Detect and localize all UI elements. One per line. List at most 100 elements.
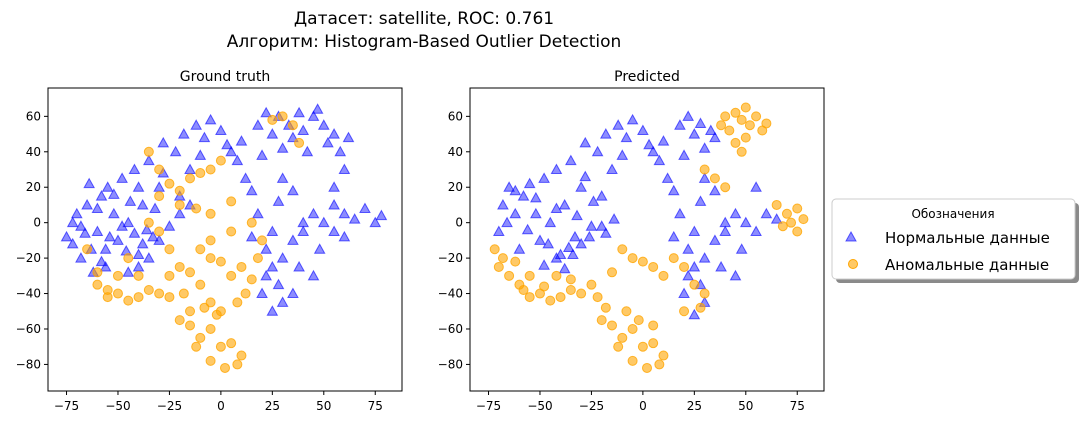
gt-anomaly-point — [164, 270, 175, 281]
gt-anomaly-point — [226, 270, 237, 281]
legend-anomaly-marker — [848, 259, 858, 269]
pred-normal-point — [606, 163, 618, 175]
gt-anomaly-point — [185, 320, 196, 331]
pred-normal-point — [674, 207, 686, 219]
gt-anomaly-point — [236, 350, 247, 361]
gt-anomaly-point — [164, 178, 175, 189]
gt-ytick-label: 0 — [33, 216, 41, 230]
gt-anomaly-point — [82, 244, 93, 255]
legend-title: Обозначения — [911, 207, 994, 221]
pred-normal-point — [579, 170, 592, 182]
gt-anomaly-point — [226, 338, 237, 349]
gt-normal-point — [128, 163, 141, 175]
gt-anomaly-point — [174, 315, 185, 326]
pred-anomaly-point — [792, 226, 803, 237]
pred-anomaly-point — [781, 208, 792, 219]
gt-anomaly-point — [215, 306, 226, 317]
gt-anomaly-point — [246, 274, 257, 285]
pred-normal-point — [558, 262, 571, 274]
pred-normal-point — [682, 269, 695, 281]
pred-normal-point — [530, 207, 542, 219]
pred-anomaly-point — [679, 306, 690, 317]
pred-anomaly-point — [524, 270, 535, 281]
pred-normal-point — [694, 195, 707, 206]
gt-normal-point — [338, 230, 351, 242]
gt-xtick-label: −75 — [54, 399, 79, 413]
gt-anomaly-point — [257, 235, 268, 246]
pred-normal-point — [595, 190, 608, 201]
pred-anomaly-point — [586, 279, 597, 290]
pred-normal-point — [558, 198, 571, 210]
pred-normal-point — [599, 128, 612, 139]
pred-normal-point — [564, 154, 577, 166]
pred-anomaly-point — [709, 173, 720, 184]
pred-normal-point — [550, 202, 563, 213]
pred-anomaly-point — [679, 261, 690, 272]
gt-normal-point — [136, 198, 149, 210]
pred-anomaly-point — [792, 203, 803, 214]
pred-anomaly-point — [637, 256, 648, 267]
gt-anomaly-point — [123, 295, 134, 306]
pred-anomaly-point — [510, 256, 521, 267]
gt-anomaly-point — [205, 235, 216, 246]
gt-normal-point — [153, 234, 165, 245]
ground-truth-plot: Ground truth −75 −50 −25 0 25 50 75 −80 −60 −40 −20… — [16, 69, 403, 413]
gt-normal-point — [260, 106, 273, 118]
gt-anomaly-point — [215, 256, 226, 267]
gt-anomaly-point — [236, 261, 247, 272]
pred-anomaly-point — [736, 114, 747, 125]
pred-normal-point — [501, 216, 513, 228]
pred-normal-point — [571, 209, 583, 221]
pred-normal-point — [550, 252, 563, 263]
gt-normal-point — [342, 131, 355, 143]
gt-anomaly-point — [240, 288, 251, 299]
pred-anomaly-point — [658, 350, 669, 361]
legend: Обозначения Нормальные данные Аномальные… — [831, 198, 1079, 283]
pred-anomaly-point — [633, 315, 644, 326]
pred-anomaly-point — [627, 253, 638, 264]
pred-normal-point — [729, 269, 742, 281]
gt-normal-point — [287, 184, 299, 196]
pred-ytick-label: 60 — [448, 109, 463, 123]
gt-anomaly-point — [205, 208, 216, 219]
pred-anomaly-point — [720, 111, 731, 122]
pred-ytick-label: 40 — [448, 145, 463, 159]
gt-anomaly-point — [174, 261, 185, 272]
gt-anomaly-point — [102, 285, 113, 295]
gt-normal-point — [338, 163, 351, 175]
pred-anomaly-point — [689, 279, 700, 290]
pred-normal-point — [667, 230, 680, 242]
pred-anomaly-point — [613, 341, 624, 352]
pred-normal-point — [688, 308, 701, 320]
gt-anomaly-point — [164, 244, 175, 255]
pred-normal-point — [583, 230, 596, 242]
gt-normal-point — [301, 145, 314, 157]
gt-normal-point — [60, 230, 73, 242]
gt-normal-point — [124, 195, 137, 206]
gt-normal-point — [142, 252, 155, 263]
gt-anomaly-point — [195, 332, 206, 343]
pred-normal-point — [599, 227, 612, 238]
pred-normal-point — [698, 142, 711, 153]
gt-anomaly-point — [154, 226, 165, 237]
pred-normal-point — [661, 172, 674, 183]
pred-normal-point — [550, 163, 563, 175]
gt-ytick-label: 60 — [26, 109, 41, 123]
gt-normal-point — [307, 110, 320, 121]
pred-normal-point — [688, 225, 701, 237]
pred-xtick-label: 75 — [790, 399, 805, 413]
gt-normal-point — [252, 119, 264, 130]
pred-normal-point — [637, 124, 649, 136]
gt-normal-point — [153, 181, 165, 192]
pred-normal-point — [616, 149, 629, 160]
gt-normal-point — [75, 220, 87, 231]
pred-anomaly-point — [744, 120, 755, 131]
gt-anomaly-point — [154, 288, 165, 299]
gt-anomaly-point — [195, 244, 206, 255]
gt-normal-point — [122, 216, 135, 228]
pred-ytick-label: −60 — [438, 322, 463, 336]
gt-plot-frame — [47, 87, 403, 392]
pred-normal-point — [567, 248, 579, 260]
gt-anomaly-point — [154, 191, 165, 202]
